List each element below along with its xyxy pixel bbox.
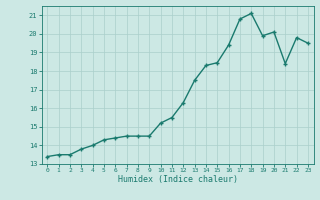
X-axis label: Humidex (Indice chaleur): Humidex (Indice chaleur) (118, 175, 237, 184)
